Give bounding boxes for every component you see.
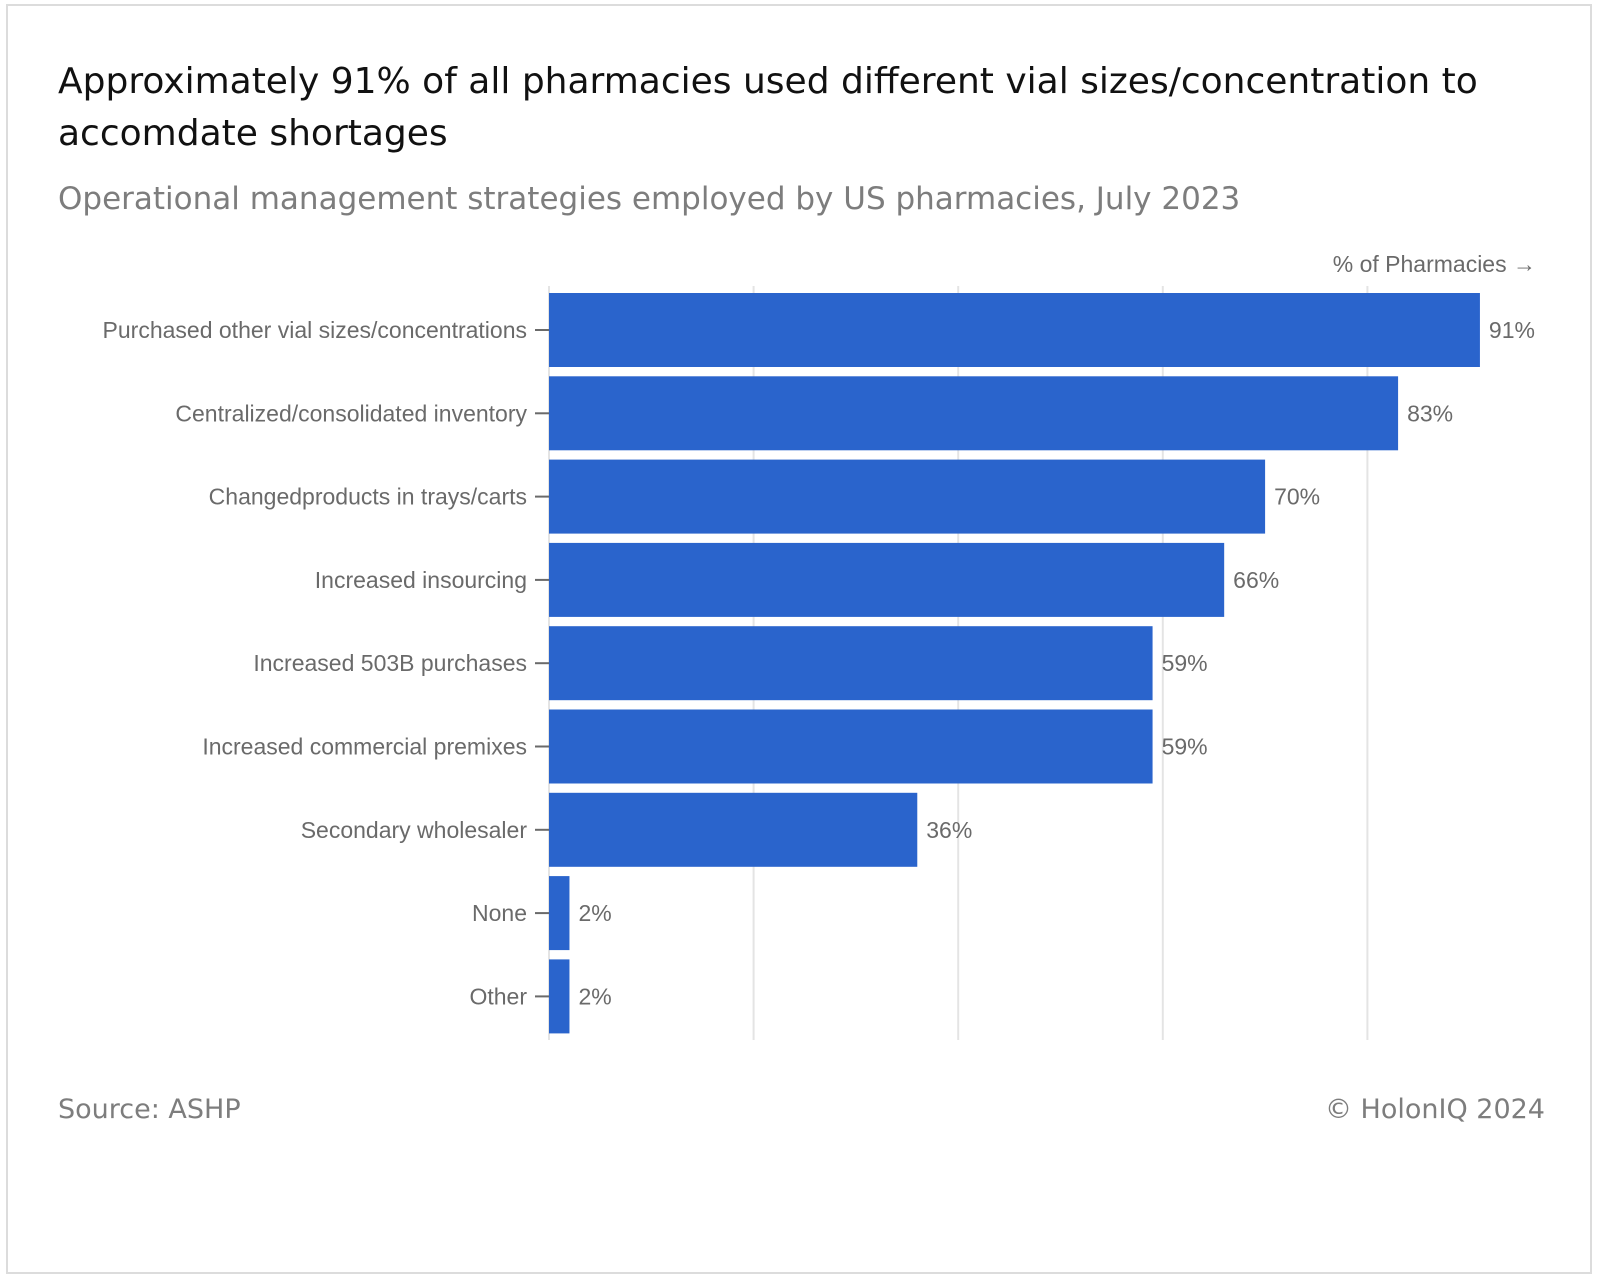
y-tick-label: Centralized/consolidated inventory <box>175 400 527 426</box>
data-label: 2% <box>578 900 611 926</box>
bars <box>549 293 1480 1034</box>
x-axis-label: % of Pharmacies → <box>1333 251 1536 277</box>
data-label: 36% <box>926 817 972 843</box>
labels: Purchased other vial sizes/concentration… <box>103 317 1535 1009</box>
data-label: 66% <box>1233 567 1279 593</box>
y-tick-label: Increased commercial premixes <box>202 734 527 760</box>
data-label: 59% <box>1162 734 1208 760</box>
bar <box>549 792 918 867</box>
copyright-note: © HolonIQ 2024 <box>1324 1094 1545 1125</box>
data-label: 70% <box>1274 484 1320 510</box>
bar <box>549 293 1480 367</box>
y-tick-label: Changedproducts in trays/carts <box>209 484 527 510</box>
data-label: 83% <box>1407 400 1453 426</box>
chart-subtitle: Operational management strategies employ… <box>58 181 1241 217</box>
source-note: Source: ASHP <box>58 1094 241 1125</box>
y-tick-label: Purchased other vial sizes/concentration… <box>103 317 527 343</box>
bar <box>549 709 1153 784</box>
y-tick-label: None <box>472 900 527 926</box>
data-label: 91% <box>1489 317 1535 343</box>
y-tick-label: Other <box>469 983 527 1009</box>
bar <box>549 542 1225 617</box>
bar <box>549 626 1153 701</box>
bar <box>549 876 570 951</box>
bar <box>549 459 1266 534</box>
y-tick-label: Secondary wholesaler <box>301 817 528 843</box>
bar <box>549 959 570 1034</box>
data-label: 2% <box>578 983 611 1009</box>
bar-chart: Purchased other vial sizes/concentration… <box>103 251 1536 1040</box>
y-tick-label: Increased 503B purchases <box>253 650 527 676</box>
data-label: 59% <box>1162 650 1208 676</box>
y-tick-label: Increased insourcing <box>315 567 527 593</box>
chart-title: Approximately 91% of all pharmacies used… <box>58 61 1478 154</box>
bar <box>549 376 1399 451</box>
